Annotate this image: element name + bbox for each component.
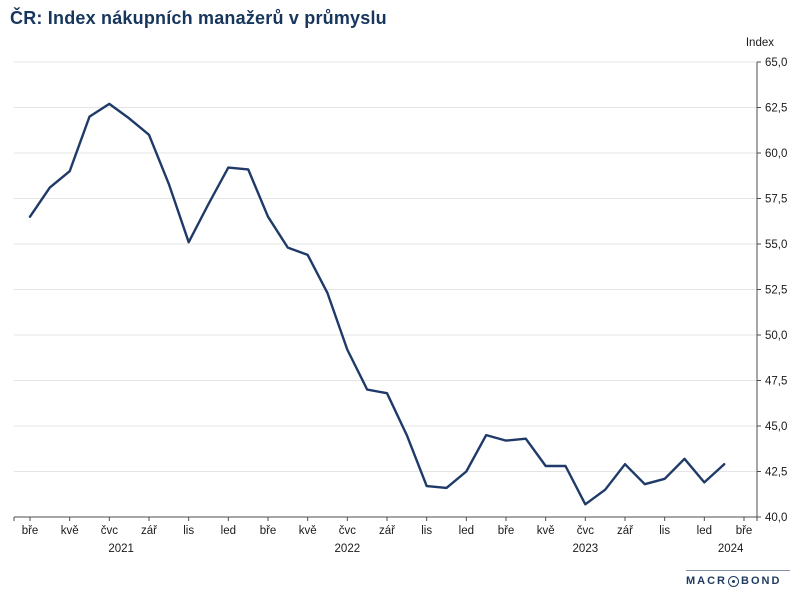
x-tick-label: kvě xyxy=(537,525,555,537)
x-tick-label: lis xyxy=(421,525,432,537)
y-tick-label: 60,0 xyxy=(765,148,787,160)
year-label: 2023 xyxy=(573,543,599,555)
logo-text-left: MACR xyxy=(686,575,727,587)
year-label: 2022 xyxy=(335,543,361,555)
x-tick-label: čvc xyxy=(339,525,357,537)
y-tick-label: 57,5 xyxy=(765,194,787,206)
x-tick-label: zář xyxy=(379,525,396,537)
logo-rule xyxy=(686,570,790,571)
y-axis-title: Index xyxy=(745,37,774,49)
x-tick-label: bře xyxy=(736,525,753,537)
y-tick-label: 50,0 xyxy=(765,330,787,342)
y-tick-label: 40,0 xyxy=(765,512,787,524)
logo-text-right: BOND xyxy=(741,575,782,587)
macrobond-wordmark: MACR BOND xyxy=(686,575,790,588)
pmi-series-line xyxy=(28,102,726,506)
chart-title: ČR: Index nákupních manažerů v průmyslu xyxy=(10,8,387,28)
macrobond-o-icon xyxy=(728,576,739,587)
y-tick-label: 45,0 xyxy=(765,421,787,433)
x-tick-label: bře xyxy=(22,525,39,537)
x-tick-label: čvc xyxy=(577,525,595,537)
x-tick-label: bře xyxy=(498,525,515,537)
y-tick-label: 62,5 xyxy=(765,103,787,115)
x-tick-label: lis xyxy=(659,525,670,537)
y-tick-label: 42,5 xyxy=(765,467,787,479)
x-tick-label: led xyxy=(221,525,236,537)
x-tick-label: čvc xyxy=(101,525,119,537)
x-tick-label: led xyxy=(697,525,712,537)
year-label: 2024 xyxy=(718,543,744,555)
x-tick-label: lis xyxy=(183,525,194,537)
y-tick-label: 65,0 xyxy=(765,57,787,69)
macrobond-logo: MACR BOND xyxy=(686,570,790,588)
x-tick-label: zář xyxy=(141,525,158,537)
y-tick-label: 52,5 xyxy=(765,285,787,297)
x-tick-label: zář xyxy=(617,525,634,537)
x-tick-label: kvě xyxy=(61,525,79,537)
x-tick-label: led xyxy=(459,525,474,537)
year-label: 2021 xyxy=(108,543,134,555)
y-tick-label: 47,5 xyxy=(765,376,787,388)
y-tick-label: 55,0 xyxy=(765,239,787,251)
x-tick-label: kvě xyxy=(299,525,317,537)
x-tick-label: bře xyxy=(260,525,277,537)
